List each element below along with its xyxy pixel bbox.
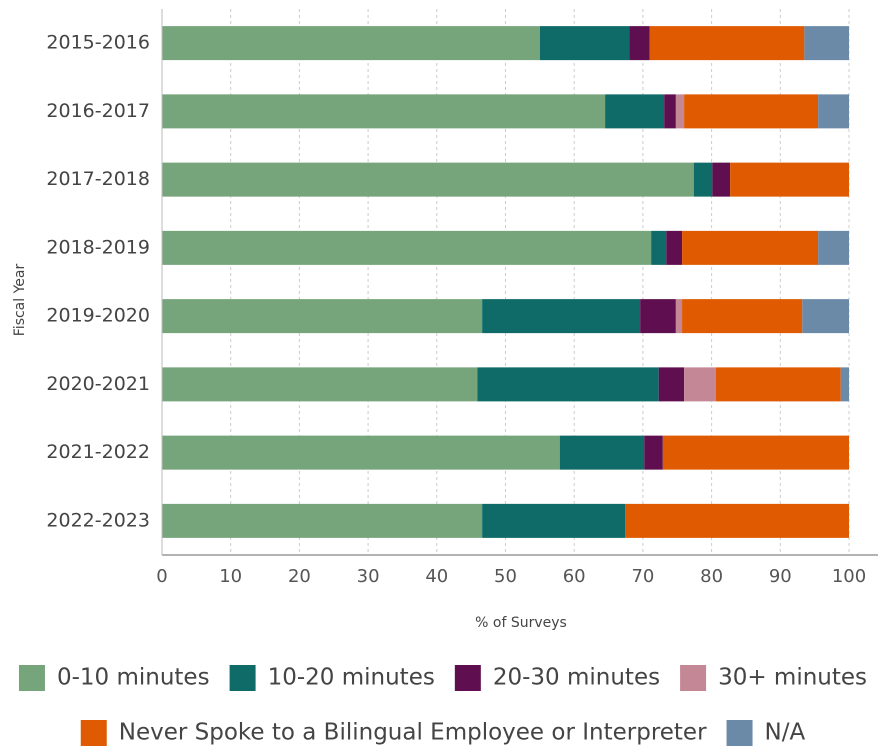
legend-label: 0-10 minutes	[57, 665, 210, 691]
bar-segment	[684, 367, 716, 402]
legend-label: Never Spoke to a Bilingual Employee or I…	[119, 720, 707, 746]
bar-segment	[651, 230, 667, 265]
bar-segment	[730, 162, 849, 197]
bar-segment	[640, 299, 676, 334]
bar-segment	[804, 26, 849, 61]
bar-segment	[162, 94, 606, 129]
bar-segment	[675, 299, 683, 334]
bar-segment	[162, 367, 478, 402]
y-tick-label: 2019-2020	[46, 305, 150, 327]
bar-segment	[162, 162, 694, 197]
bar-segment	[666, 230, 683, 265]
bar-segment	[840, 367, 849, 402]
y-tick-label: 2018-2019	[46, 236, 150, 258]
x-tick-label: 70	[631, 566, 654, 587]
x-tick-label: 30	[357, 566, 380, 587]
x-tick-label: 80	[700, 566, 723, 587]
bar-segment	[675, 94, 685, 129]
x-tick-label: 10	[219, 566, 242, 587]
bar-segment	[482, 503, 626, 538]
bar-segment	[605, 94, 665, 129]
legend-swatch	[680, 665, 707, 691]
legend-label: 10-20 minutes	[268, 665, 435, 691]
bar-segment	[693, 162, 713, 197]
y-axis-title: Fiscal Year	[12, 264, 28, 337]
x-tick-label: 90	[769, 566, 792, 587]
x-tick-label: 50	[494, 566, 517, 587]
bar-segment	[644, 435, 663, 470]
bar-segment	[662, 435, 849, 470]
bar-segment	[162, 503, 483, 538]
legend-swatch	[726, 720, 753, 746]
legend-swatch	[80, 720, 107, 746]
x-tick-label: 20	[288, 566, 311, 587]
x-tick-label: 60	[563, 566, 586, 587]
bar-segment	[684, 94, 819, 129]
bar-segment	[658, 367, 685, 402]
legend-swatch	[18, 665, 45, 691]
legend-label: 20-30 minutes	[493, 665, 660, 691]
bar-segment	[649, 26, 805, 61]
bar-segment	[802, 299, 849, 334]
y-tick-label: 2020-2021	[46, 373, 150, 395]
bar-segment	[712, 162, 731, 197]
bar-segment	[818, 94, 849, 129]
y-tick-label: 2022-2023	[46, 509, 150, 531]
bar-segment	[162, 435, 560, 470]
bar-segment	[664, 94, 676, 129]
bar-segment	[162, 26, 540, 61]
legend-swatch	[454, 665, 481, 691]
x-tick-label: 40	[425, 566, 448, 587]
bar-segment	[162, 299, 483, 334]
y-tick-label: 2021-2022	[46, 441, 150, 463]
bar-segment	[482, 299, 641, 334]
bar-segment	[715, 367, 841, 402]
bar-segment	[559, 435, 645, 470]
bar-segment	[625, 503, 849, 538]
legend-swatch	[229, 665, 256, 691]
x-tick-label: 0	[156, 566, 167, 587]
bar-segment	[477, 367, 659, 402]
bar-segment	[539, 26, 630, 61]
y-tick-label: 2017-2018	[46, 168, 150, 190]
legend-label: N/A	[765, 720, 806, 746]
y-tick-label: 2016-2017	[46, 100, 150, 122]
x-tick-label: 100	[832, 566, 866, 587]
y-tick-label: 2015-2016	[46, 32, 150, 54]
bar-segment	[682, 230, 819, 265]
bar-segment	[162, 230, 652, 265]
bar-segment	[818, 230, 849, 265]
x-axis-title: % of Surveys	[475, 615, 567, 631]
bar-segment	[629, 26, 650, 61]
legend-label: 30+ minutes	[718, 665, 867, 691]
bar-segment	[682, 299, 803, 334]
